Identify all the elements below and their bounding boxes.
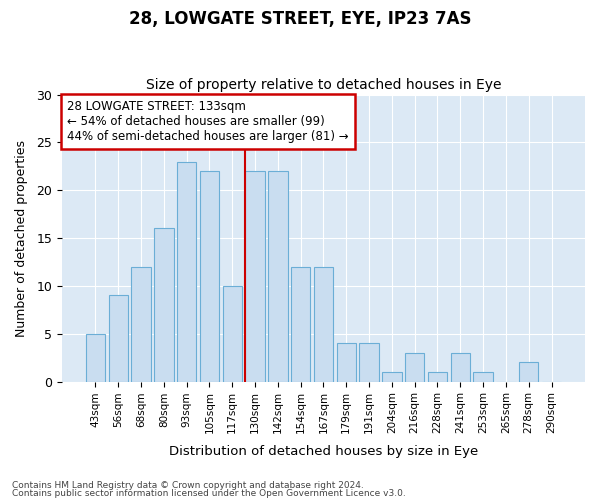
Bar	[245, 171, 265, 382]
Bar	[382, 372, 401, 382]
Bar	[314, 266, 333, 382]
Bar	[86, 334, 105, 382]
Bar	[428, 372, 447, 382]
Bar	[451, 353, 470, 382]
Bar	[268, 171, 287, 382]
Text: Contains public sector information licensed under the Open Government Licence v3: Contains public sector information licen…	[12, 488, 406, 498]
Title: Size of property relative to detached houses in Eye: Size of property relative to detached ho…	[146, 78, 501, 92]
Text: 28 LOWGATE STREET: 133sqm
← 54% of detached houses are smaller (99)
44% of semi-: 28 LOWGATE STREET: 133sqm ← 54% of detac…	[67, 100, 349, 144]
X-axis label: Distribution of detached houses by size in Eye: Distribution of detached houses by size …	[169, 444, 478, 458]
Bar	[109, 296, 128, 382]
Bar	[359, 344, 379, 382]
Bar	[405, 353, 424, 382]
Bar	[473, 372, 493, 382]
Bar	[200, 171, 219, 382]
Bar	[154, 228, 173, 382]
Bar	[131, 266, 151, 382]
Text: Contains HM Land Registry data © Crown copyright and database right 2024.: Contains HM Land Registry data © Crown c…	[12, 481, 364, 490]
Bar	[291, 266, 310, 382]
Bar	[337, 344, 356, 382]
Bar	[177, 162, 196, 382]
Text: 28, LOWGATE STREET, EYE, IP23 7AS: 28, LOWGATE STREET, EYE, IP23 7AS	[129, 10, 471, 28]
Bar	[519, 362, 538, 382]
Bar	[223, 286, 242, 382]
Y-axis label: Number of detached properties: Number of detached properties	[15, 140, 28, 336]
